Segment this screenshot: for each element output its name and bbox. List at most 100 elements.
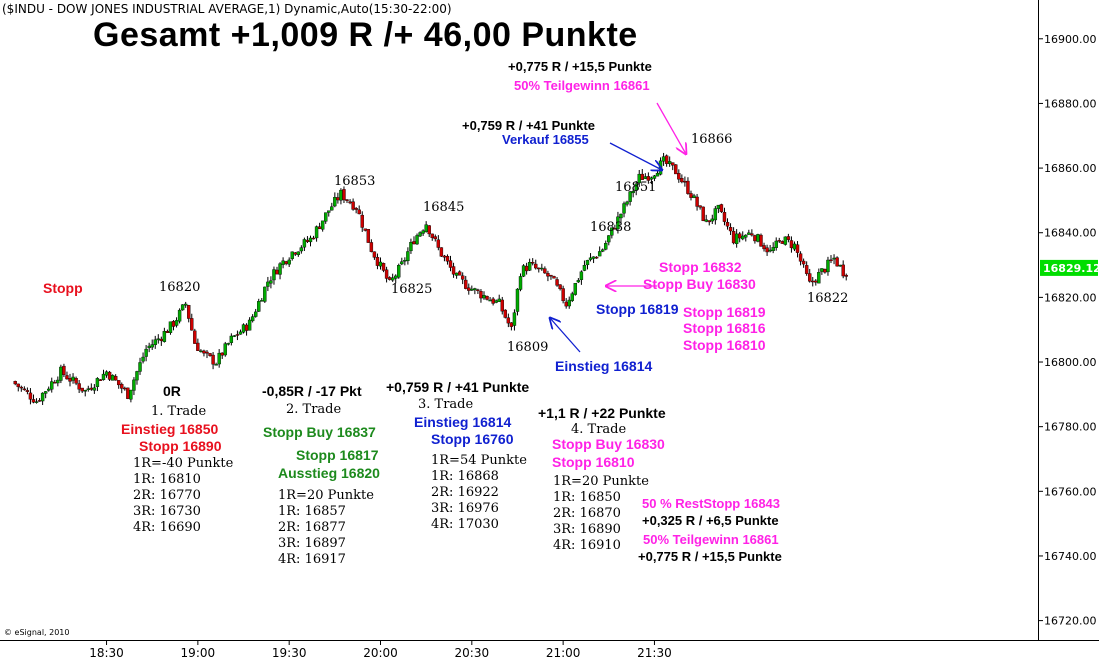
candle-body (817, 272, 821, 284)
y-tick-label: 16840.00 (1044, 227, 1097, 240)
candle-body (293, 252, 297, 255)
candle-body (217, 352, 221, 365)
candle-body (534, 263, 538, 269)
y-tick-label: 16900.00 (1044, 33, 1097, 46)
price-label-16853: 16853 (334, 174, 376, 189)
candle-body (573, 283, 578, 295)
candle-body (488, 299, 492, 302)
candle-body (546, 273, 550, 277)
candle-body (101, 373, 106, 381)
candle-body (460, 275, 465, 280)
candle-body (570, 293, 574, 301)
candle-body (607, 235, 611, 243)
candle-body (622, 203, 626, 214)
candle-body (153, 339, 157, 346)
candle-body (823, 268, 827, 273)
trade3-level-4: 4R: 17030 (431, 517, 499, 532)
candle-body (418, 232, 422, 237)
candle-body (674, 164, 678, 175)
candle-body (786, 236, 791, 240)
candle-body (680, 178, 684, 183)
candle-body (750, 233, 754, 236)
candle-body (789, 240, 794, 249)
candle-body (86, 388, 90, 390)
top-teilgewinn-label: 50% Teilgewinn 16861 (514, 78, 650, 93)
candle-body (257, 301, 261, 312)
candle-body (342, 189, 346, 201)
candle-body (567, 299, 571, 307)
candle-body (162, 331, 167, 342)
trade4-level-2: 2R: 16870 (553, 506, 621, 521)
trade4-rest-result: +0,325 R / +6,5 Punkte (642, 513, 779, 528)
candle-body (266, 281, 270, 287)
candle-body (524, 265, 529, 272)
candle-body (753, 235, 757, 242)
candle-body (281, 260, 285, 265)
candle-body (445, 256, 450, 262)
candle-body (339, 189, 343, 201)
candle-body (610, 227, 614, 236)
candle-body (835, 257, 839, 267)
candle-body (457, 271, 462, 276)
candle-body (150, 344, 154, 348)
candle-body (345, 199, 349, 201)
candle-body (187, 305, 191, 319)
candle-body (196, 342, 200, 351)
price-label-16820: 16820 (159, 280, 201, 295)
candle-body (552, 276, 556, 279)
candle-body (707, 220, 711, 223)
candle-body (190, 318, 194, 331)
trade4-level-3: 3R: 16890 (553, 522, 621, 537)
candle-body (68, 378, 72, 382)
candle-body (795, 244, 800, 253)
candle-body (698, 205, 702, 208)
y-tick-label: 16720.00 (1044, 615, 1097, 628)
candle-body (801, 260, 806, 265)
candle-body (120, 384, 124, 389)
candle-body (144, 348, 148, 357)
trade2-exit: Ausstieg 16820 (278, 465, 380, 481)
candle-body (387, 277, 392, 280)
candle-body (336, 197, 340, 201)
candle-body (540, 267, 544, 270)
time-axis: 18:30 19:00 19:30 20:00 20:30 21:00 21:30 (89, 640, 672, 660)
candle-body (74, 378, 78, 384)
candle-body (771, 247, 775, 251)
stopp-16819-label: Stopp 16819 (683, 304, 766, 320)
candle-body (485, 295, 489, 300)
candle-body (37, 400, 42, 402)
candle-body (482, 294, 486, 299)
y-tick-label: 16760.00 (1044, 485, 1097, 498)
candle-body (719, 204, 724, 212)
candle-body (171, 321, 176, 327)
verkauf-arrow (609, 142, 662, 170)
candle-body (123, 387, 127, 390)
trade3-r: 1R=54 Punkte (431, 453, 527, 468)
trade4-level-1: 1R: 16850 (553, 490, 621, 505)
candle-body (397, 265, 401, 278)
einstieg-arrow (550, 318, 581, 353)
candle-body (838, 264, 842, 267)
candle-body (756, 234, 760, 242)
candle-body (430, 233, 434, 238)
candle-body (412, 241, 416, 245)
candle-body (43, 391, 48, 394)
candle-body (683, 181, 687, 183)
candle-body (211, 354, 215, 365)
candle-body (56, 379, 60, 384)
candle-body (394, 275, 398, 279)
candle-body (737, 233, 742, 239)
candle-body (448, 260, 453, 268)
candle-body (126, 387, 130, 399)
candle-body (260, 300, 264, 302)
price-label-16838: 16838 (590, 220, 632, 235)
candle-body (491, 298, 495, 304)
candle-body (62, 365, 66, 375)
y-tick-label: 16880.00 (1044, 97, 1097, 110)
candle-body (814, 280, 818, 283)
candle-body (664, 155, 669, 164)
candle-body (360, 214, 364, 228)
candle-body (421, 230, 425, 234)
trade4-r: 1R=20 Punkte (553, 474, 649, 489)
candle-body (89, 387, 94, 390)
